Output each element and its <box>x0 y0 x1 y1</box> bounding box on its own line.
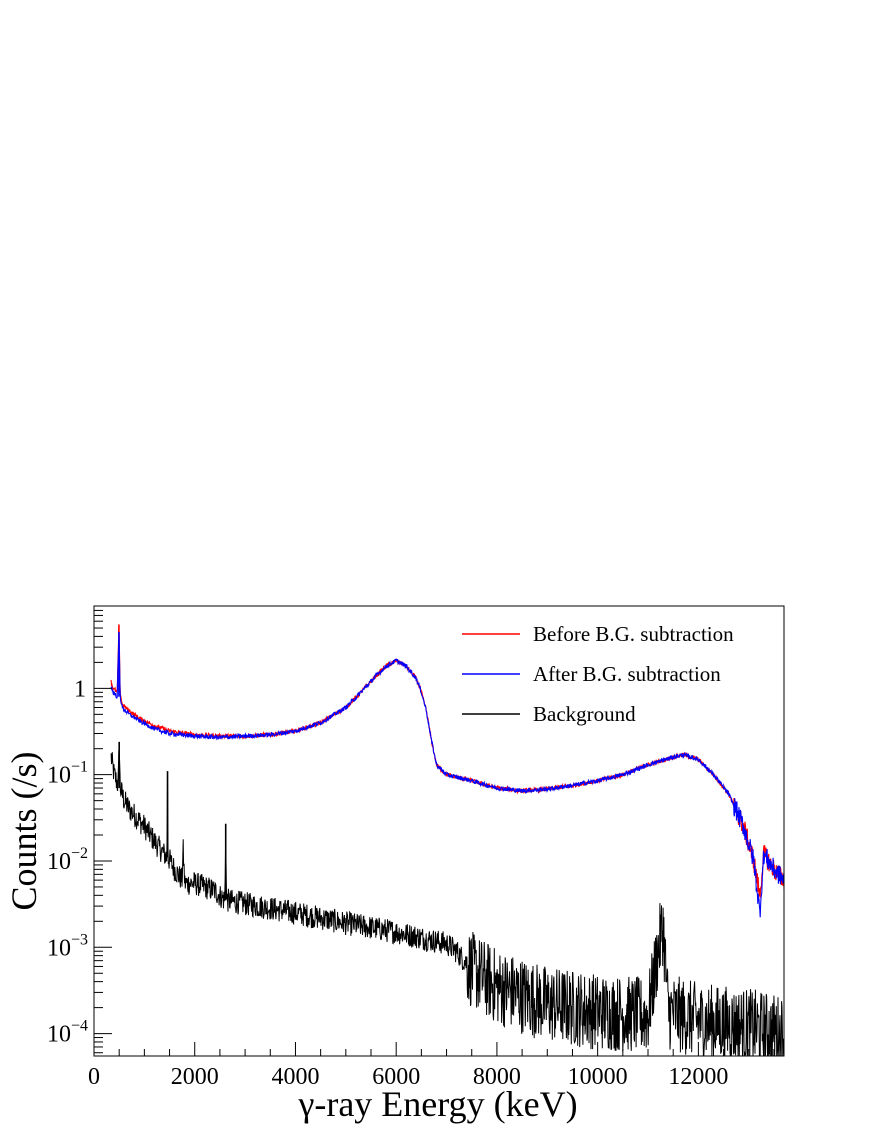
legend-label: Background <box>533 702 636 726</box>
y-tick-label: 10−4 <box>47 1018 88 1048</box>
series-trace <box>110 636 785 918</box>
y-tick-label: 10−3 <box>47 931 88 961</box>
x-tick-label: 2000 <box>171 1064 219 1090</box>
legend-label: Before B.G. subtraction <box>533 622 734 646</box>
series-after-b-g-subtraction <box>110 631 785 918</box>
legend: Before B.G. subtraction After B.G. subtra… <box>462 622 734 726</box>
y-axis: 10−4 10−3 10−2 10−1 1 <box>47 605 112 1054</box>
legend-item: After B.G. subtraction <box>462 662 721 686</box>
plot-frame <box>93 605 785 1057</box>
x-axis-label: γ-ray Energy (keV) <box>297 1084 577 1124</box>
y-tick-label: 10−2 <box>47 845 88 875</box>
legend-label: After B.G. subtraction <box>533 662 721 686</box>
y-tick-label: 1 <box>74 676 86 702</box>
series-background <box>110 741 785 1057</box>
x-tick-label: 12000 <box>668 1064 728 1090</box>
legend-item: Background <box>462 702 636 726</box>
x-tick-label: 6000 <box>372 1064 420 1090</box>
x-tick-label: 8000 <box>473 1064 521 1090</box>
legend-item: Before B.G. subtraction <box>462 622 734 646</box>
x-tick-label: 4000 <box>271 1064 319 1090</box>
series-layer <box>110 624 785 1057</box>
x-axis: 0 2000 4000 6000 8000 10000 12000 <box>88 1042 775 1090</box>
series-trace <box>110 750 785 1057</box>
x-tick-label: 10000 <box>568 1064 628 1090</box>
y-tick-label: 10−1 <box>47 759 88 789</box>
y-axis-label: Counts (/s) <box>4 751 44 910</box>
x-tick-label: 0 <box>88 1064 100 1090</box>
